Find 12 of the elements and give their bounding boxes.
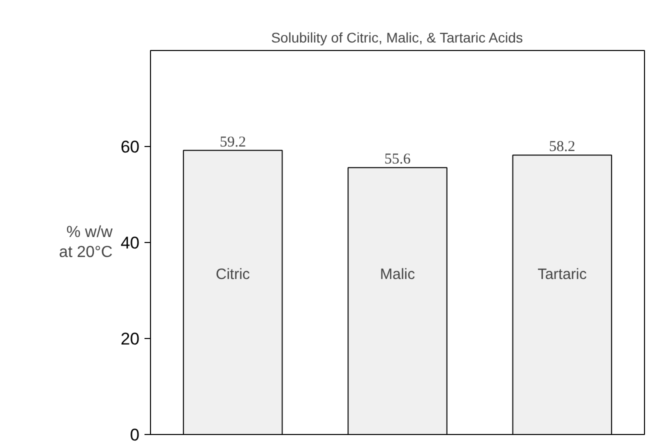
y-tick-label: 40 [120,234,140,252]
data-label: 59.2 [220,134,246,150]
data-label: 55.6 [384,152,412,168]
data-label: 58.2 [549,139,576,156]
y-axis-title: % w/w at 20°C [59,224,114,262]
y-tick-label: 60 [120,138,140,156]
y-tick-label: 0 [130,426,140,444]
chart-title: Solubility of Citric, Malic, & Tartaric Acids [271,30,523,46]
y-tick-label: 20 [120,330,140,348]
x-tick-label: Tartaric [538,266,588,283]
x-tick-label: Citric [216,266,250,283]
x-tick-label: Malic [380,266,416,283]
